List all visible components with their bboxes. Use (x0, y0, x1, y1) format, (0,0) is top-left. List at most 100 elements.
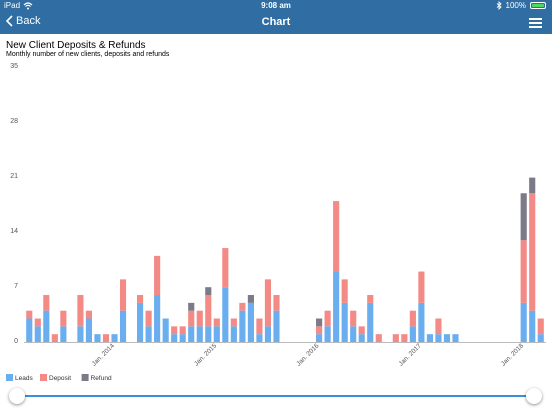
bar-deposit (341, 279, 348, 303)
bar-deposit (230, 318, 237, 327)
legend-swatch (6, 374, 13, 381)
y-tick-label: 0 (14, 338, 18, 345)
bar-deposit (77, 295, 84, 327)
bar-leads (162, 318, 169, 342)
bar-deposit (367, 295, 374, 303)
back-button[interactable]: Back (6, 15, 40, 27)
bar-deposit (26, 310, 33, 319)
bar-deposit (418, 271, 425, 303)
bar-leads (94, 334, 101, 342)
bar-deposit (350, 310, 357, 327)
bar-deposit (85, 310, 93, 319)
x-tick-label: Jan. 2015 (193, 342, 218, 367)
bar-leads (426, 334, 433, 342)
bar-refund (520, 193, 527, 241)
status-right: 100% (496, 1, 546, 10)
bar-leads (443, 334, 451, 342)
bar-refund (247, 295, 254, 303)
bar-leads (452, 334, 459, 342)
bar-leads (196, 326, 203, 342)
bar-deposit (264, 279, 272, 327)
bar-leads (26, 318, 33, 342)
bar-deposit (102, 334, 110, 342)
y-tick-label: 7 (14, 283, 18, 290)
bar-leads (247, 302, 254, 342)
bar-leads (529, 310, 536, 342)
range-start-handle[interactable] (9, 388, 25, 404)
bar-chart: Jan. 2014 Jan. 2015 Jan. 2016 Jan. 2017 Jan.… (6, 177, 546, 382)
bar-deposit (375, 334, 382, 342)
bar-leads (264, 326, 272, 342)
bar-leads (239, 310, 246, 342)
device-name: iPad (4, 1, 21, 10)
x-tick-label: Jan. 2014 (91, 342, 116, 367)
x-tick-label: Jan. 2018 (500, 342, 525, 367)
x-tick-label: Jan. 2017 (398, 342, 423, 367)
bar-leads (222, 287, 229, 342)
bar-leads (537, 334, 544, 342)
bar-leads (171, 334, 178, 342)
bar-leads (409, 326, 416, 342)
back-label: Back (16, 15, 41, 27)
range-end-handle[interactable] (526, 388, 542, 404)
bar-leads (418, 302, 425, 342)
bar-deposit (137, 295, 144, 303)
legend-swatch (40, 374, 47, 381)
status-time: 9:08 am (261, 1, 291, 10)
bar-deposit (409, 310, 416, 327)
bar-deposit (222, 248, 229, 288)
date-range-slider[interactable] (0, 384, 552, 408)
legend-label: Refund (91, 375, 112, 382)
bar-leads (273, 310, 280, 342)
chart-title: New Client Deposits & Refunds (6, 40, 146, 51)
bar-deposit (119, 279, 127, 311)
battery-icon (530, 2, 546, 9)
bar-leads (60, 326, 67, 342)
navigation-bar: Back Chart (0, 12, 552, 34)
bar-leads (77, 326, 84, 342)
bar-leads (111, 334, 118, 342)
status-bar: iPad 9:08 am 100% (0, 0, 552, 12)
bar-deposit (205, 295, 212, 327)
y-tick-label: 21 (10, 173, 18, 180)
bar-deposit (43, 295, 50, 311)
x-tick-label: Jan. 2016 (295, 342, 320, 367)
bar-deposit (537, 318, 544, 335)
bar-leads (137, 302, 144, 342)
slider-track (16, 395, 536, 397)
bar-leads (435, 334, 442, 342)
bar-deposit (324, 310, 331, 327)
bar-deposit (392, 334, 399, 342)
bar-leads (213, 326, 220, 342)
legend-label: Deposit (49, 375, 71, 382)
bar-deposit (401, 334, 408, 342)
chart-subtitle: Monthly number of new clients, deposits … (6, 51, 170, 58)
bar-leads (520, 302, 527, 342)
bar-deposit (529, 193, 536, 311)
bar-leads (188, 326, 195, 342)
status-left: iPad (4, 1, 33, 10)
wifi-icon (23, 1, 33, 9)
bar-refund (188, 302, 195, 311)
bar-deposit (34, 318, 41, 327)
bar-leads (316, 334, 323, 342)
y-tick-label: 14 (10, 228, 18, 235)
bar-leads (341, 302, 348, 342)
bar-deposit (154, 255, 161, 296)
bar-deposit (273, 295, 280, 311)
bar-deposit (239, 302, 246, 311)
page-title: Chart (261, 16, 291, 28)
battery-percent: 100% (505, 1, 526, 10)
hamburger-menu-icon[interactable] (529, 17, 542, 28)
bar-leads (350, 326, 357, 342)
bar-leads (145, 326, 152, 342)
y-tick-label: 28 (10, 118, 18, 125)
bar-deposit (358, 326, 365, 335)
bar-leads (333, 271, 340, 342)
bar-leads (358, 334, 365, 342)
bar-leads (256, 334, 263, 342)
bar-leads (179, 334, 186, 342)
bar-deposit (316, 326, 323, 335)
bar-leads (119, 310, 127, 342)
chevron-left-icon (6, 15, 13, 27)
